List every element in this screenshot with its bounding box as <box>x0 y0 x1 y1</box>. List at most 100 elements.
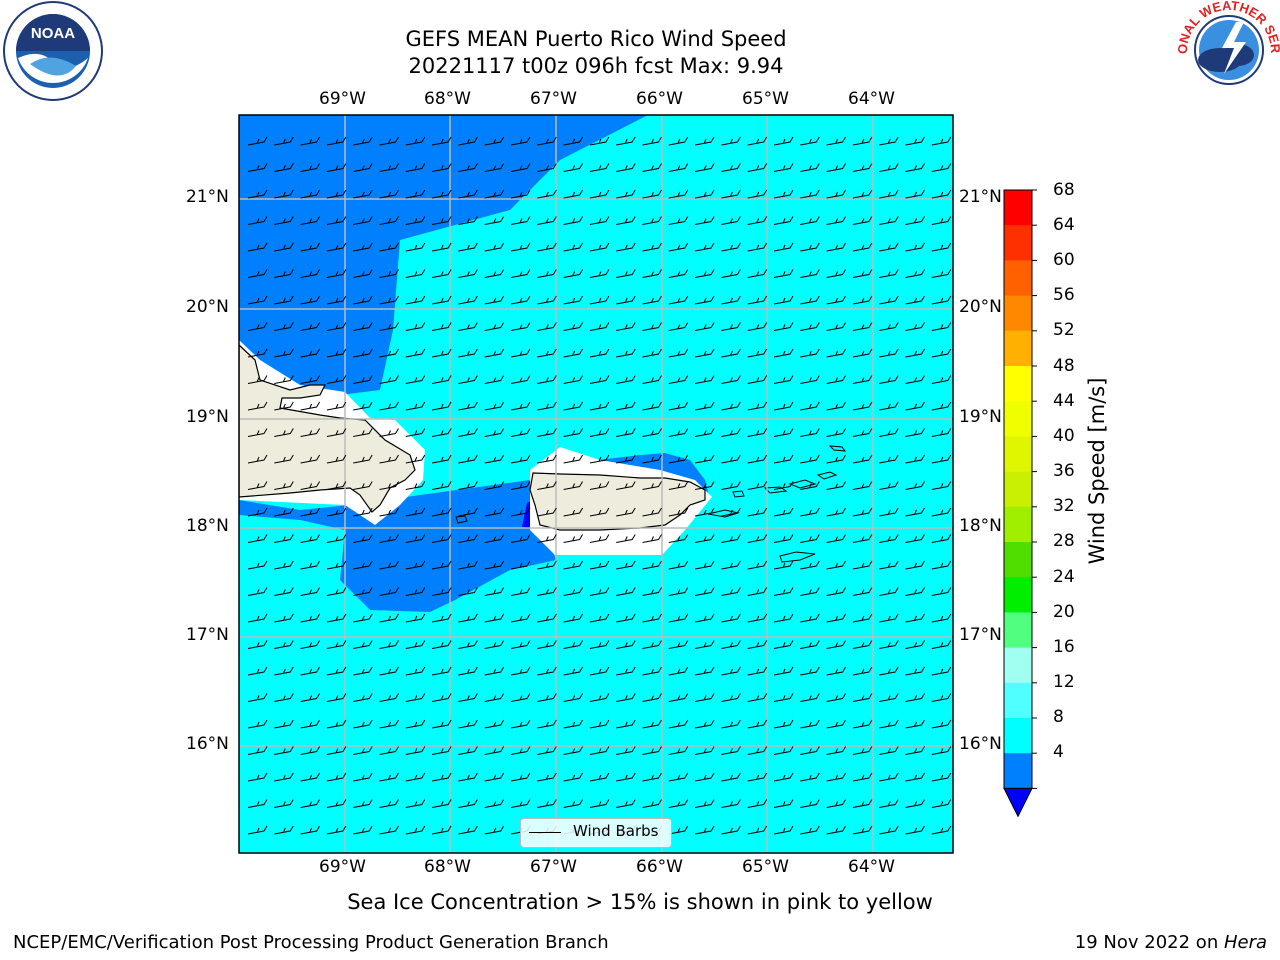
wind-barb <box>326 216 347 225</box>
wind-barb <box>537 189 557 199</box>
wind-barb <box>326 560 347 570</box>
wind-barb <box>563 348 584 358</box>
wind-barb <box>589 772 610 782</box>
wind-barb <box>379 640 399 649</box>
wind-barb <box>510 136 531 146</box>
wind-barb <box>905 136 925 146</box>
wind-barb <box>247 401 268 411</box>
wind-barb <box>616 481 636 490</box>
wind-barb <box>537 242 557 252</box>
wind-barb <box>510 772 531 782</box>
wind-barb <box>537 481 557 490</box>
wind-barb <box>879 693 899 702</box>
wind-barb <box>616 534 636 543</box>
wind-barb <box>484 481 505 490</box>
wind-barb <box>379 401 399 411</box>
wind-barb <box>537 295 557 305</box>
wind-barb <box>879 163 899 172</box>
wind-barb <box>616 322 636 331</box>
wind-barb <box>589 746 610 755</box>
wind-barb <box>747 322 768 331</box>
wind-barb <box>695 640 715 649</box>
wind-barb <box>353 719 373 729</box>
wind-barb <box>879 560 899 570</box>
wind-barb <box>510 799 531 808</box>
wind-barb <box>405 825 426 835</box>
wind-barb <box>274 375 294 384</box>
wind-barb <box>484 825 505 835</box>
wind-barb <box>800 269 820 278</box>
wind-barb <box>616 401 636 411</box>
colorbar-segment <box>1004 225 1032 261</box>
wind-barb <box>537 454 557 464</box>
wind-barb <box>773 269 794 278</box>
wind-barb <box>800 348 820 358</box>
wind-barb <box>800 772 820 782</box>
wind-barb <box>905 295 925 305</box>
wind-barb <box>721 587 741 596</box>
wind-barb <box>247 428 268 437</box>
wind-barb <box>405 640 426 649</box>
wind-barb <box>931 507 952 517</box>
wind-barb <box>510 666 531 676</box>
wind-barb <box>852 401 873 411</box>
wind-barb <box>274 746 294 755</box>
wind-barb <box>326 163 347 172</box>
wind-barb <box>484 640 505 649</box>
wind-barb <box>642 746 662 755</box>
wind-barb <box>458 693 478 702</box>
lon-tick-label: 69°W <box>319 857 366 877</box>
wind-barb <box>695 295 715 305</box>
wind-barb <box>879 825 899 835</box>
wind-barb <box>510 640 531 649</box>
wind-barb <box>616 772 636 782</box>
wind-barb <box>852 216 873 225</box>
wind-barb <box>852 507 873 517</box>
wind-barb <box>695 375 715 384</box>
wind-barb <box>852 799 873 808</box>
wind-barb <box>563 587 584 596</box>
wind-barb <box>510 295 531 305</box>
wind-barb <box>353 428 373 437</box>
map-plot-area <box>239 115 953 853</box>
land-tortola <box>788 479 817 489</box>
colorbar-tick-label: 64 <box>1053 215 1075 235</box>
wind-barb <box>353 534 373 543</box>
wind-barb <box>695 481 715 490</box>
wind-barb <box>773 401 794 411</box>
wind-barb <box>247 693 268 702</box>
wind-barb <box>826 189 847 199</box>
wind-barb <box>852 613 873 623</box>
wind-barb <box>379 375 399 384</box>
wind-barb <box>747 507 768 517</box>
wind-barb <box>668 189 689 199</box>
wind-barb <box>326 799 347 808</box>
wind-barb <box>484 772 505 782</box>
wind-barb <box>905 163 925 172</box>
wind-barb <box>510 216 531 225</box>
legend-label: Wind Barbs <box>573 822 659 840</box>
wind-barb <box>747 640 768 649</box>
wind-barb <box>747 534 768 543</box>
noaa-logo-text: NOAA <box>31 25 75 42</box>
wind-barb <box>432 534 452 543</box>
wind-barb <box>852 587 873 596</box>
wind-barb <box>247 216 268 225</box>
wind-barb <box>668 613 689 623</box>
wind-barb <box>642 613 662 623</box>
wind-barb <box>721 454 741 464</box>
wind-barb <box>695 269 715 278</box>
wind-barb <box>432 428 452 437</box>
colorbar-segment <box>1004 577 1032 613</box>
wind-barb <box>379 428 399 437</box>
wind-barb <box>563 772 584 782</box>
wind-barb <box>563 560 584 570</box>
wind-barb <box>458 163 478 172</box>
wind-barb <box>589 401 610 411</box>
wind-barb <box>405 719 426 729</box>
wind-barb <box>274 163 294 172</box>
wind-barb <box>747 163 768 172</box>
wind-barb <box>510 454 531 464</box>
wind-barb <box>589 454 610 464</box>
wind-barb <box>405 613 426 623</box>
